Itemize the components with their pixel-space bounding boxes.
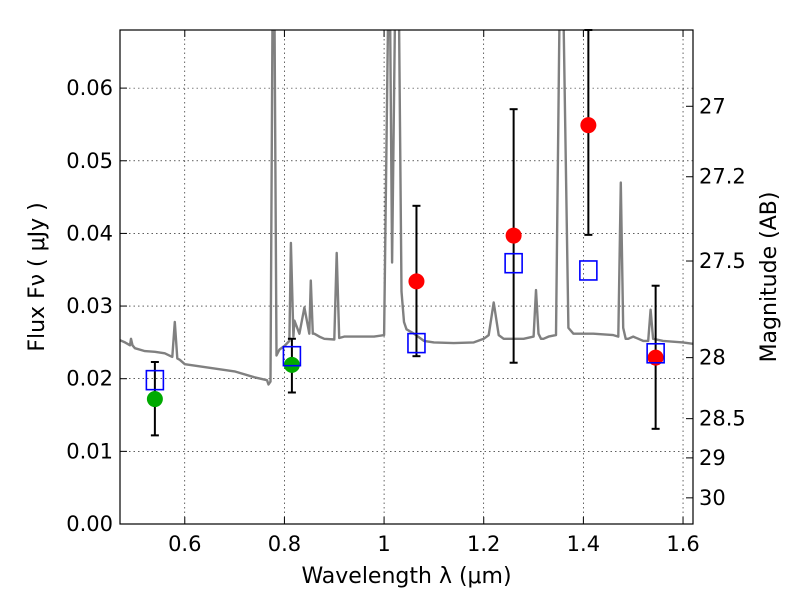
y-tick-label: 0.04 [66, 221, 113, 245]
right-tick-label: 28 [699, 346, 726, 370]
red-point [647, 349, 664, 366]
x-tick-label: 1.2 [467, 532, 500, 556]
right-tick-label: 27.5 [699, 249, 746, 273]
x-tick-label: 1.4 [567, 532, 600, 556]
blue-square-point [579, 260, 598, 281]
data-point-layer [145, 117, 665, 408]
right-axis-label: Magnitude (AB) [757, 192, 782, 363]
y-tick-label: 0.02 [66, 367, 113, 391]
plot-frame [119, 29, 694, 525]
blue-square-point [504, 252, 523, 274]
spectrum-line [120, 30, 693, 386]
y-axis-label: Flux Fν ( μJy ) [25, 202, 50, 351]
blue-square-point [646, 342, 665, 364]
spectrum-layer [120, 30, 693, 386]
red-point [408, 273, 425, 290]
grid-lines [120, 30, 693, 525]
x-tick-label: 0.6 [168, 532, 201, 556]
y-tick-label: 0.03 [66, 294, 113, 318]
right-tick-label: 28.5 [699, 407, 746, 431]
axis-ticks: 0.6 0.8 1 1.2 1.4 1.6 0.00 0.01 0.02 0.03 0.04 0.05… [66, 30, 746, 556]
x-axis-label: Wavelength λ (μm) [301, 564, 511, 589]
blue-square-point [407, 332, 426, 354]
right-tick-label: 29 [699, 446, 726, 470]
red-point [505, 227, 522, 244]
y-tick-label: 0.05 [66, 149, 113, 173]
y-tick-label: 0.00 [66, 512, 113, 536]
green-point [146, 391, 163, 408]
y-tick-label: 0.06 [66, 76, 113, 100]
blue-square-point [145, 369, 165, 391]
right-tick-label: 27.2 [699, 165, 746, 189]
blue-square-point [282, 345, 302, 367]
red-point [580, 117, 597, 134]
x-tick-label: 1 [377, 532, 390, 556]
x-tick-label: 0.8 [268, 532, 301, 556]
right-tick-label: 30 [699, 486, 726, 510]
right-tick-label: 27 [699, 94, 726, 118]
y-tick-label: 0.01 [66, 439, 113, 463]
x-tick-label: 1.6 [666, 532, 699, 556]
